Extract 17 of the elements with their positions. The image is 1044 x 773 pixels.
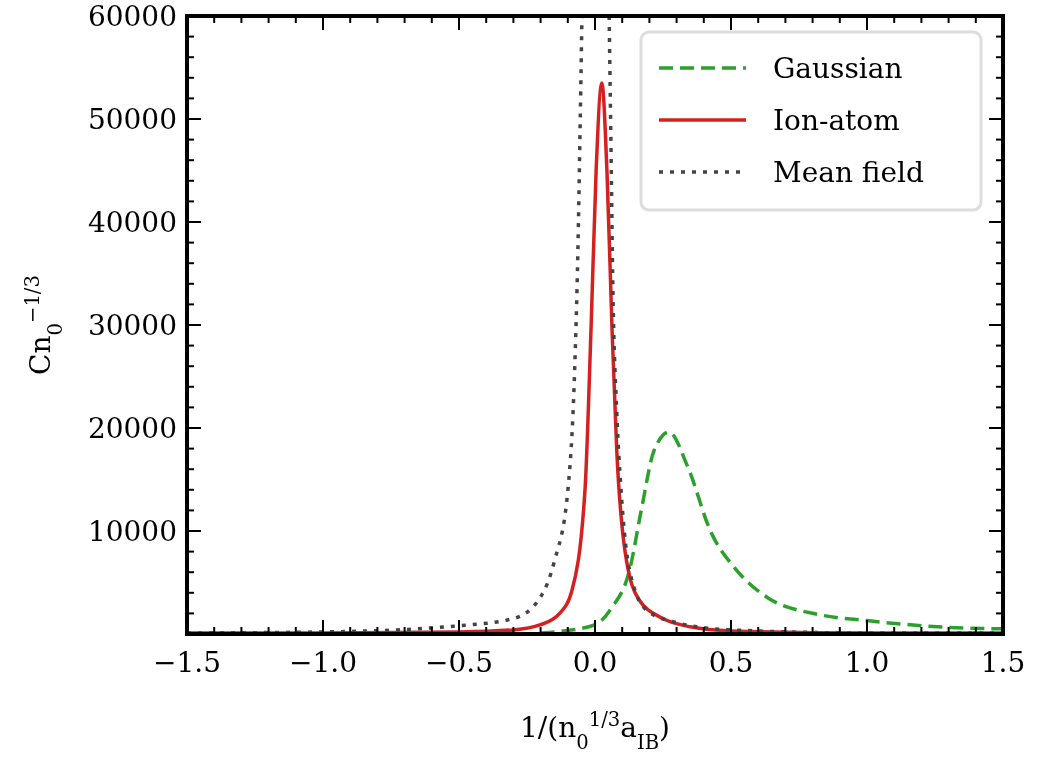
x-tick-label: 1.5: [980, 646, 1026, 679]
x-tick-label: 0.0: [572, 646, 618, 679]
y-tick-label: 10000: [87, 515, 177, 548]
y-tick-label: 20000: [87, 412, 177, 445]
y-tick-label: 60000: [87, 0, 177, 33]
legend-label: Gaussian: [773, 52, 903, 85]
legend-label: Mean field: [773, 156, 925, 189]
y-tick-label: 50000: [87, 103, 177, 136]
x-tick-label: −1.0: [289, 646, 357, 679]
y-tick-label: 40000: [87, 206, 177, 239]
y-tick-label: 30000: [87, 309, 177, 342]
x-tick-label: −1.5: [153, 646, 221, 679]
x-tick-label: 1.0: [844, 646, 890, 679]
x-tick-label: −0.5: [425, 646, 493, 679]
x-tick-label: 0.5: [708, 646, 754, 679]
x-axis-title: 1/(n$_{0}$$^{1/3}$a$_{IB}$): [519, 707, 671, 754]
legend-label: Ion-atom: [773, 104, 900, 137]
